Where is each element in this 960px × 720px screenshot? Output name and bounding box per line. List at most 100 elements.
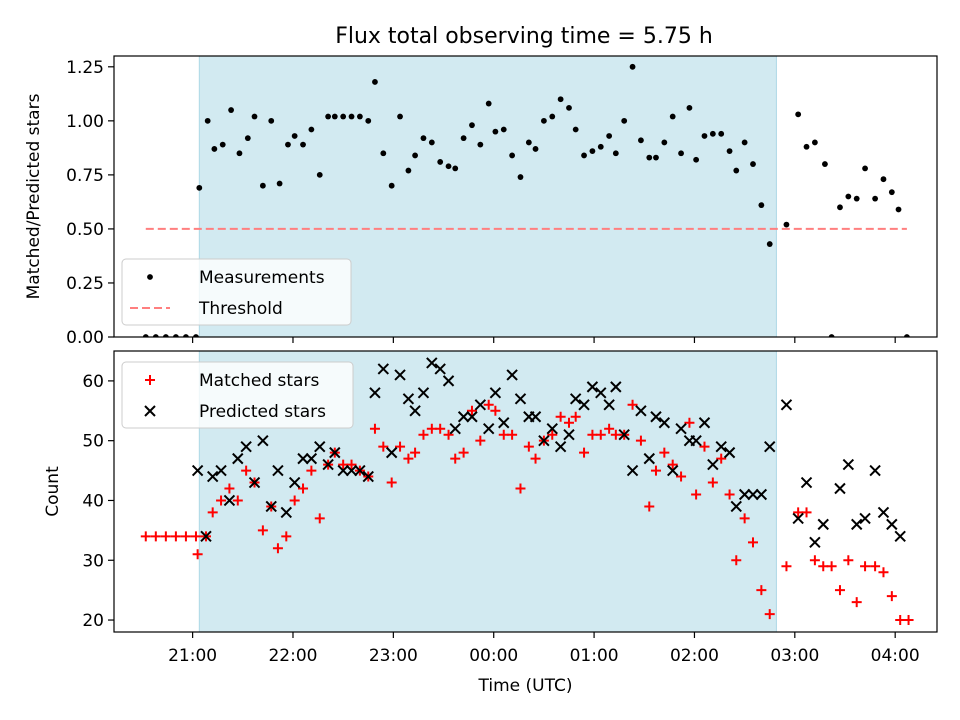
measurement-point (669, 113, 676, 120)
y-tick-label: 0.75 (66, 166, 104, 186)
plot-area (140, 357, 914, 626)
predicted-star-point (859, 512, 871, 525)
predicted-star-point (626, 464, 639, 477)
matched-star-point (272, 543, 283, 554)
matched-star-point (563, 417, 574, 428)
predicted-star-point (265, 500, 277, 513)
predicted-star-point (442, 375, 455, 387)
predicted-star-point (457, 411, 470, 423)
measurement-point (606, 133, 613, 139)
x-tick-label: 02:00 (670, 646, 719, 666)
matched-star-point (595, 429, 606, 440)
x-axis-label: Time (UTC) (478, 676, 573, 696)
measurement-point (557, 96, 564, 103)
y-tick-label: 0.50 (66, 220, 104, 240)
matched-star-point (498, 429, 509, 440)
measurement-point (726, 148, 733, 155)
predicted-star-point (288, 476, 301, 489)
predicted-star-point (586, 381, 599, 393)
y-tick-label: 20 (82, 611, 104, 631)
predicted-star-point (482, 423, 495, 435)
matched-star-point (818, 561, 829, 572)
predicted-star-point (434, 363, 446, 375)
predicted-star-point (506, 369, 518, 381)
x-tick-label: 00:00 (469, 646, 518, 666)
matched-star-point (170, 531, 181, 542)
matched-star-point (403, 453, 414, 464)
predicted-star-point (707, 458, 719, 471)
measurement-point (517, 174, 524, 180)
measurement-point (276, 180, 283, 187)
matched-star-point (160, 531, 171, 542)
x-tick-label: 04:00 (871, 646, 920, 666)
y-tick-label: 0.25 (66, 274, 104, 294)
predicted-star-point (618, 428, 630, 441)
matched-star-point (570, 411, 581, 422)
predicted-star-point (337, 464, 349, 477)
measurement-point (701, 133, 708, 139)
matched-star-point (555, 411, 566, 422)
legend-label: Predicted stars (199, 402, 326, 422)
predicted-star-point (894, 530, 906, 543)
matched-star-point (878, 567, 889, 578)
predicted-star-point (792, 512, 804, 525)
measurement-point (733, 167, 740, 174)
measurement-point (469, 122, 475, 129)
legend-box (121, 258, 352, 326)
matched-star-point (667, 459, 678, 470)
measurement-point (152, 334, 159, 337)
measurement-point (196, 184, 203, 191)
predicted-star-point (305, 452, 318, 465)
matched-star-point (410, 447, 421, 458)
matched-star-point (826, 561, 837, 572)
measurement-point (862, 165, 868, 172)
predicted-star-point (223, 494, 236, 507)
predicted-star-point (191, 464, 204, 477)
legend-label: Matched stars (199, 371, 319, 391)
matched-star-point (150, 531, 161, 542)
series-1 (191, 357, 906, 549)
predicted-star-point (449, 423, 461, 435)
predicted-star-point (800, 476, 813, 489)
measurement-point (485, 100, 492, 107)
x-tick-label: 22:00 (268, 646, 317, 666)
predicted-star-point (394, 369, 406, 381)
matched-star-point (716, 453, 727, 464)
predicted-star-point (698, 417, 711, 429)
predicted-star-point (369, 387, 381, 399)
measurement-point (629, 63, 636, 70)
predicted-star-point (738, 488, 751, 501)
measurement-point (397, 113, 403, 120)
measurement-point (903, 334, 910, 337)
predicted-star-point (563, 428, 575, 441)
predicted-star-point (200, 530, 212, 543)
matched-star-point (801, 507, 812, 518)
measurement-point (828, 334, 835, 337)
measurement-point (758, 202, 765, 209)
measurement-point (783, 221, 790, 228)
predicted-star-point (850, 518, 863, 531)
predicted-star-point (723, 446, 736, 459)
measurement-point (612, 150, 619, 157)
legend-label: Threshold (198, 299, 283, 319)
y-tick-label: 1.25 (66, 58, 104, 78)
matched-star-point (699, 441, 710, 452)
measurement-point (718, 130, 725, 137)
predicted-star-point (329, 446, 341, 459)
predicted-star-point (675, 423, 687, 435)
y-tick-label: 1.00 (66, 112, 104, 132)
predicted-star-point (842, 458, 855, 471)
measurement-point (880, 176, 887, 183)
predicted-star-point (869, 464, 881, 477)
x-tick-label: 21:00 (168, 646, 217, 666)
measurement-point (193, 334, 199, 337)
measurement-point (325, 113, 332, 120)
predicted-star-point (755, 488, 768, 501)
predicted-star-point (554, 440, 567, 453)
matched-star-point (870, 561, 881, 572)
predicted-star-point (377, 363, 390, 375)
measurement-point (285, 141, 291, 148)
matched-star-point (843, 555, 854, 566)
matched-star-point (764, 609, 775, 620)
matched-star-point (490, 405, 501, 416)
